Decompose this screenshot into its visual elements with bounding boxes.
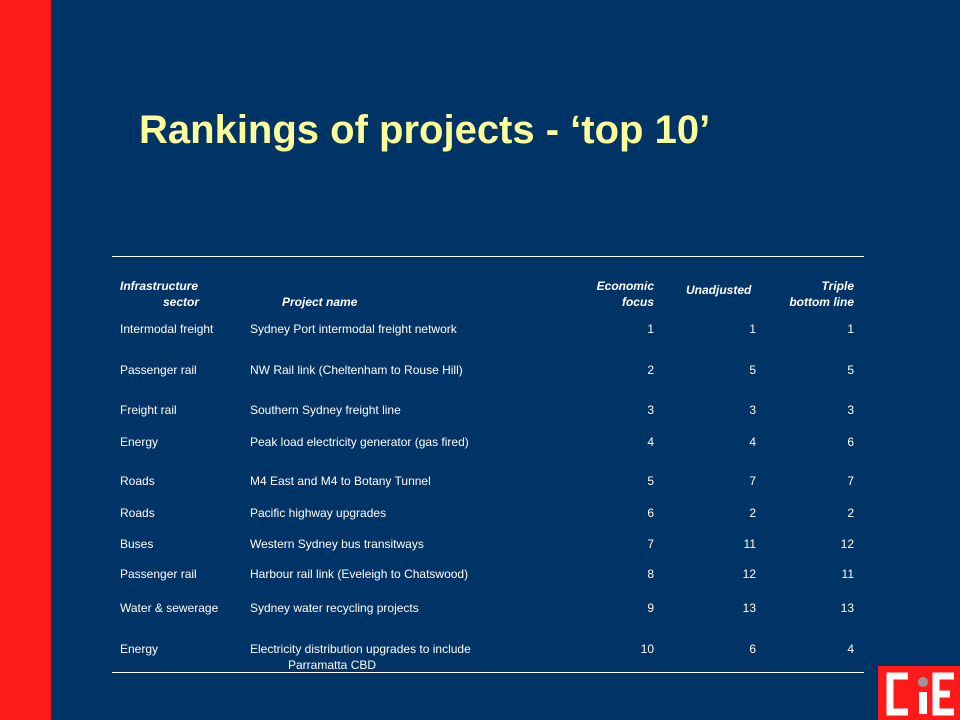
row-economic-rank: 10 (640, 642, 654, 656)
row-project: Harbour rail link (Eveleigh to Chatswood… (250, 567, 469, 581)
row-economic-rank: 8 (647, 567, 654, 581)
row-unadjusted-rank: 4 (749, 435, 756, 449)
row-triple-rank: 11 (841, 567, 854, 581)
row-economic-rank: 1 (647, 322, 654, 336)
header-sector-line2: sector (163, 295, 200, 309)
row-sector: Freight rail (120, 403, 177, 417)
row-economic-rank: 6 (647, 506, 654, 520)
row-project: M4 East and M4 to Botany Tunnel (250, 474, 431, 488)
row-economic-rank: 5 (647, 474, 654, 488)
row-triple-rank: 12 (840, 537, 854, 551)
row-unadjusted-rank: 6 (749, 642, 756, 656)
slide-title: Rankings of projects - ‘top 10’ (139, 108, 711, 152)
cie-logo (878, 666, 960, 720)
header-triple-line1: Triple (821, 279, 854, 293)
row-unadjusted-rank: 1 (749, 322, 756, 336)
cie-logo-icon (886, 672, 954, 716)
row-sector: Energy (120, 642, 159, 656)
row-sector: Water & sewerage (120, 601, 219, 615)
row-economic-rank: 3 (647, 403, 654, 417)
row-sector: Roads (120, 506, 155, 520)
row-sector: Roads (120, 474, 155, 488)
header-unadjusted: Unadjusted (686, 283, 752, 297)
row-project: Southern Sydney freight line (250, 403, 401, 417)
row-economic-rank: 2 (647, 363, 654, 377)
row-sector: Intermodal freight (120, 322, 214, 336)
row-sector: Passenger rail (120, 363, 197, 377)
row-triple-rank: 3 (847, 403, 854, 417)
table-bottom-rule (112, 672, 864, 673)
row-project: Electricity distribution upgrades to inc… (250, 642, 471, 656)
row-unadjusted-rank: 12 (742, 567, 756, 581)
header-triple-line2: bottom line (789, 295, 854, 309)
row-project: NW Rail link (Cheltenham to Rouse Hill) (250, 363, 463, 377)
row-unadjusted-rank: 2 (749, 506, 756, 520)
row-project: Sydney Port intermodal freight network (250, 322, 457, 336)
row-triple-rank: 1 (847, 322, 854, 336)
row-unadjusted-rank: 11 (743, 537, 756, 551)
row-triple-rank: 13 (840, 601, 854, 615)
row-sector: Energy (120, 435, 159, 449)
row-triple-rank: 6 (847, 435, 854, 449)
header-sector-line1: Infrastructure (120, 279, 199, 293)
row-unadjusted-rank: 5 (749, 363, 756, 377)
row-economic-rank: 4 (647, 435, 654, 449)
row-project: Sydney water recycling projects (250, 601, 419, 615)
row-sector: Passenger rail (120, 567, 197, 581)
header-project-name: Project name (282, 295, 358, 309)
row-triple-rank: 4 (847, 642, 854, 656)
left-accent-bar (0, 0, 51, 720)
row-project: Peak load electricity generator (gas fir… (250, 435, 469, 449)
row-unadjusted-rank: 7 (749, 474, 756, 488)
row-economic-rank: 7 (647, 537, 654, 551)
table-top-rule (112, 256, 864, 257)
row-unadjusted-rank: 13 (742, 601, 756, 615)
header-economic-line1: Economic (596, 279, 654, 293)
row-unadjusted-rank: 3 (749, 403, 756, 417)
row-economic-rank: 9 (647, 601, 654, 615)
row-project: Western Sydney bus transitways (250, 537, 424, 551)
row-triple-rank: 5 (847, 363, 854, 377)
row-triple-rank: 7 (847, 474, 854, 488)
row-project-continuation: Parramatta CBD (288, 658, 377, 672)
row-project: Pacific highway upgrades (250, 506, 387, 520)
row-sector: Buses (120, 537, 154, 551)
header-economic-line2: focus (621, 295, 654, 309)
row-triple-rank: 2 (847, 506, 854, 520)
